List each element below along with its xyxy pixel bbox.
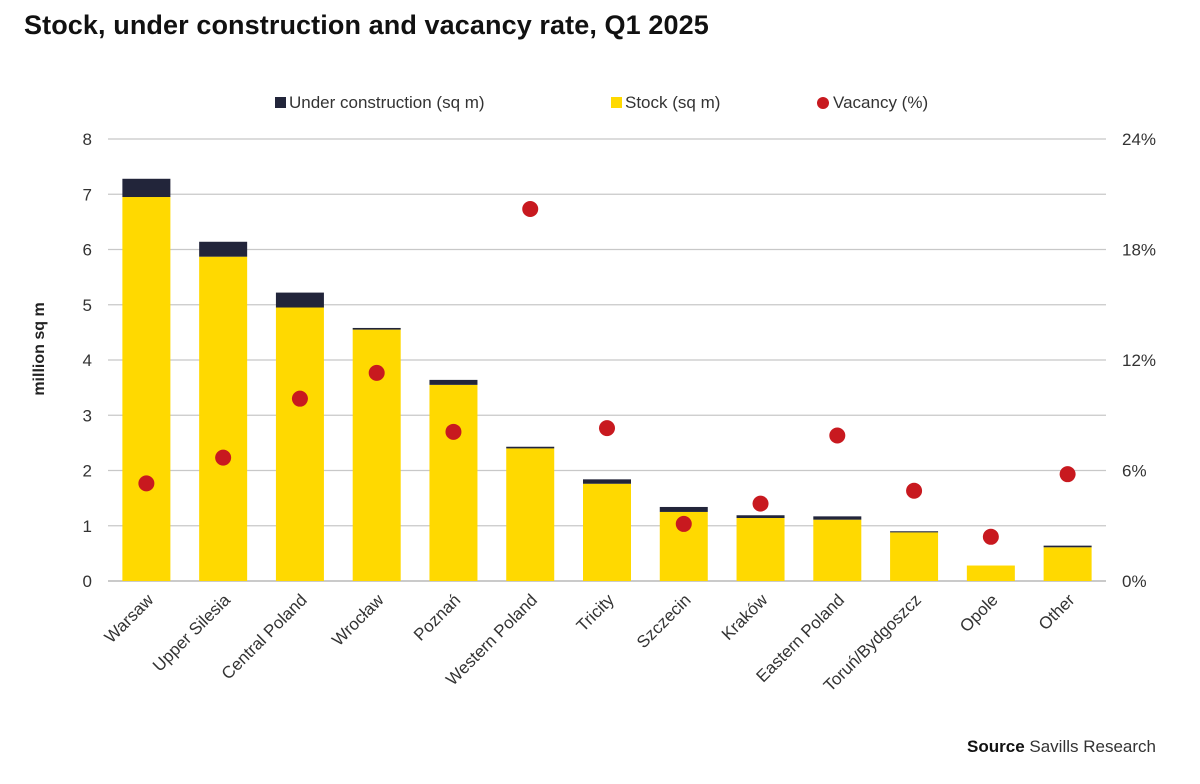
y-tick-label: 4 [83,351,92,370]
bar-stock [966,565,1015,581]
y-tick-label: 3 [83,406,92,425]
vacancy-point [982,528,999,545]
source-text: Savills Research [1029,737,1156,756]
x-tick-label: Kraków [718,590,772,644]
vacancy-point [906,482,923,499]
bar-stock [813,519,862,581]
source-note: Source Savills Research [967,737,1156,757]
bar-stock [1043,547,1092,581]
y2-tick-label: 6% [1122,462,1147,481]
vacancy-point [138,475,155,492]
vacancy-point [599,420,615,437]
bar-under-construction [506,446,555,449]
y-tick-label: 7 [83,185,92,204]
x-tick-label: Opole [956,590,1002,636]
bar-under-construction [736,515,785,519]
y-tick-label: 8 [83,130,92,149]
y-axis-label: million sq m [31,302,48,395]
vacancy-point [445,423,462,440]
bar-stock [506,448,555,581]
bar-under-construction [1043,545,1092,548]
vacancy-point [752,495,769,512]
bar-under-construction [659,506,708,512]
bars [122,178,1092,581]
vacancy-point [215,449,232,466]
y2-tick-label: 12% [1122,351,1156,370]
y2-tick-label: 0% [1122,572,1147,591]
x-tick-label: Tricity [573,590,618,635]
chart-title: Stock, under construction and vacancy ra… [24,10,709,40]
x-tick-label: Warsaw [101,590,158,647]
y-tick-label: 6 [83,241,92,260]
bar-under-construction [275,292,324,308]
x-tick-label: Upper Silesia [149,590,234,675]
legend: Under construction (sq m) Stock (sq m) V… [275,93,928,112]
bar-stock [199,256,248,581]
bar-under-construction [890,531,939,533]
legend-label-vacancy: Vacancy (%) [833,93,928,112]
legend-label-under-construction: Under construction (sq m) [289,93,485,112]
bar-under-construction [813,516,862,520]
bar-stock [275,307,324,581]
bar-under-construction [583,479,631,484]
bar-stock [429,384,478,581]
legend-swatch-under-construction [275,97,286,108]
bar-under-construction [122,178,171,198]
x-tick-label: Szczecin [633,590,695,652]
x-tick-label: Other [1035,590,1079,634]
y-tick-label: 2 [83,462,92,481]
y2-tick-label: 24% [1122,130,1156,149]
legend-label-stock: Stock (sq m) [625,93,720,112]
vacancy-points [138,200,1076,545]
y2-tick-label: 18% [1122,241,1156,260]
bar-stock [890,532,939,581]
legend-swatch-vacancy [817,97,829,109]
bar-stock [736,518,785,581]
y-tick-label: 5 [83,296,92,315]
bar-under-construction [429,379,478,385]
bar-stock [583,483,631,581]
bar-stock [122,197,171,581]
x-tick-label: Wrocław [328,590,388,650]
vacancy-point [522,200,539,217]
vacancy-point [1059,466,1076,483]
bar-under-construction [199,241,248,257]
y-axis-ticks: 0 1 2 3 4 5 6 7 8 [83,130,92,591]
x-tick-label: Poznań [410,590,464,644]
source-label: Source [967,737,1025,756]
vacancy-point [368,364,385,381]
y-tick-label: 0 [83,572,92,591]
vacancy-point [675,515,692,532]
y-tick-label: 1 [83,517,92,536]
y2-axis-ticks: 0% 6% 12% 18% 24% [1122,130,1156,591]
bar-under-construction [352,327,401,330]
vacancy-point [291,390,308,407]
legend-swatch-stock [611,97,622,108]
vacancy-point [829,427,846,444]
